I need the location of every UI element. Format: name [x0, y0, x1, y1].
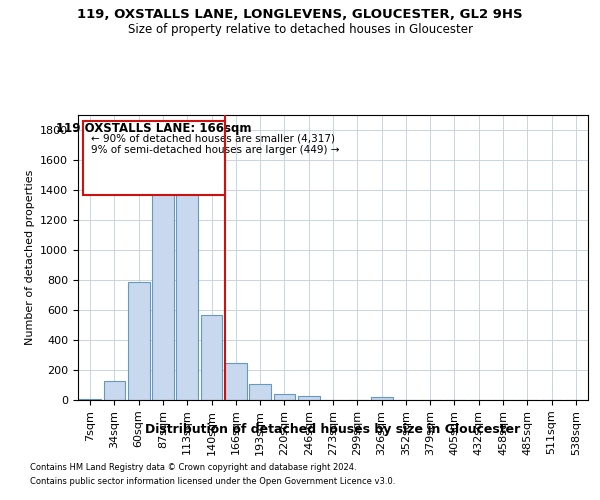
- Bar: [371, 397, 392, 400]
- Bar: [79, 399, 101, 400]
- Text: Contains HM Land Registry data © Crown copyright and database right 2024.: Contains HM Land Registry data © Crown c…: [30, 462, 356, 471]
- Bar: [200, 314, 223, 400]
- Bar: [225, 363, 247, 400]
- Y-axis label: Number of detached properties: Number of detached properties: [25, 170, 35, 345]
- Bar: [128, 282, 149, 400]
- Text: 119 OXSTALLS LANE: 166sqm: 119 OXSTALLS LANE: 166sqm: [56, 122, 252, 135]
- Bar: [249, 384, 271, 400]
- Text: 119, OXSTALLS LANE, LONGLEVENS, GLOUCESTER, GL2 9HS: 119, OXSTALLS LANE, LONGLEVENS, GLOUCEST…: [77, 8, 523, 20]
- Bar: [298, 396, 320, 400]
- Text: ← 90% of detached houses are smaller (4,317): ← 90% of detached houses are smaller (4,…: [91, 134, 335, 143]
- Bar: [274, 394, 295, 400]
- Bar: [176, 192, 198, 400]
- Bar: [152, 180, 174, 400]
- Text: Size of property relative to detached houses in Gloucester: Size of property relative to detached ho…: [128, 22, 473, 36]
- Bar: [104, 380, 125, 400]
- FancyBboxPatch shape: [83, 120, 225, 195]
- Text: Distribution of detached houses by size in Gloucester: Distribution of detached houses by size …: [145, 422, 521, 436]
- Text: 9% of semi-detached houses are larger (449) →: 9% of semi-detached houses are larger (4…: [91, 145, 339, 155]
- Text: Contains public sector information licensed under the Open Government Licence v3: Contains public sector information licen…: [30, 478, 395, 486]
